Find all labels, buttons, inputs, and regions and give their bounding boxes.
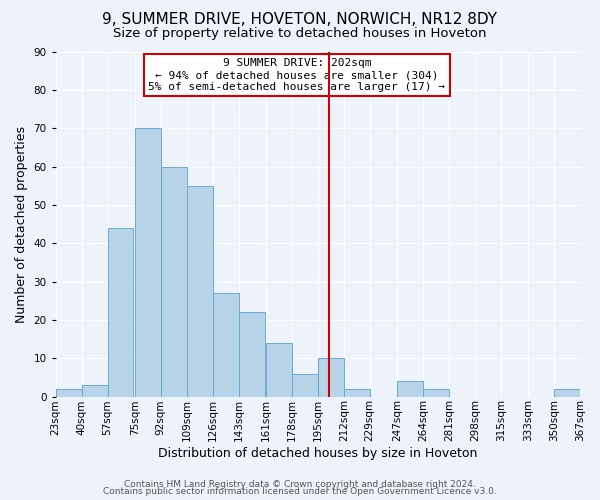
Bar [107,228,133,396]
Bar [554,389,580,396]
Bar [397,381,423,396]
Bar [82,385,107,396]
X-axis label: Distribution of detached houses by size in Hoveton: Distribution of detached houses by size … [158,447,478,460]
Bar [187,186,212,396]
Bar [318,358,344,397]
Text: 9, SUMMER DRIVE, HOVETON, NORWICH, NR12 8DY: 9, SUMMER DRIVE, HOVETON, NORWICH, NR12 … [103,12,497,28]
Bar [266,343,292,396]
Bar [212,293,239,397]
Bar [292,374,318,396]
Y-axis label: Number of detached properties: Number of detached properties [15,126,28,322]
Bar [239,312,265,396]
Text: Contains HM Land Registry data © Crown copyright and database right 2024.: Contains HM Land Registry data © Crown c… [124,480,476,489]
Text: 9 SUMMER DRIVE: 202sqm
← 94% of detached houses are smaller (304)
5% of semi-det: 9 SUMMER DRIVE: 202sqm ← 94% of detached… [148,58,445,92]
Bar [161,166,187,396]
Text: Contains public sector information licensed under the Open Government Licence v3: Contains public sector information licen… [103,487,497,496]
Bar [344,389,370,396]
Text: Size of property relative to detached houses in Hoveton: Size of property relative to detached ho… [113,28,487,40]
Bar [56,389,82,396]
Bar [135,128,161,396]
Bar [423,389,449,396]
